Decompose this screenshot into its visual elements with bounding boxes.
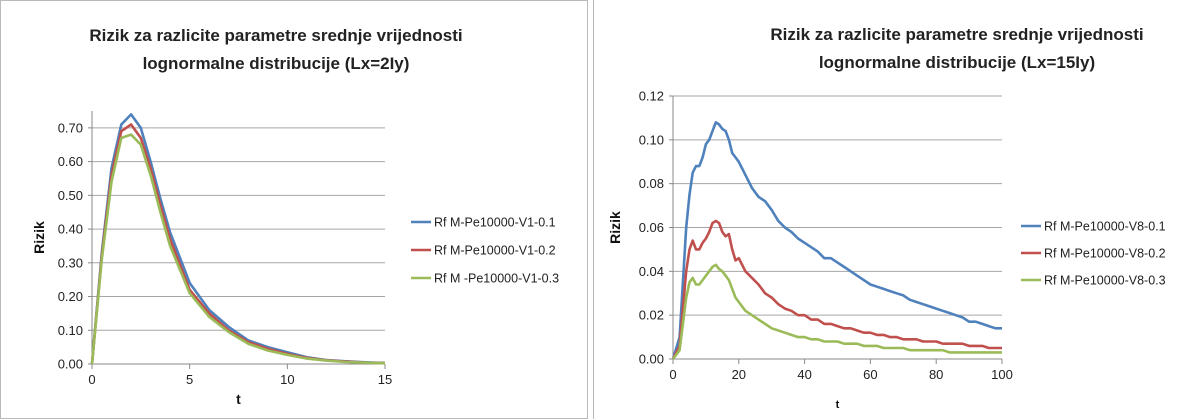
- y-tick-label: 0.20: [58, 289, 83, 304]
- x-tick-label: 100: [991, 367, 1013, 382]
- series-line-1: [671, 121, 1002, 360]
- y-tick-label: 0.08: [639, 176, 664, 191]
- series-line-3: [90, 133, 386, 365]
- legend-label: Rf M-Pe10000-V1-0.1: [434, 216, 556, 230]
- risk-chart-lx15: Rizik za razlicite parametre srednje vri…: [607, 25, 1166, 411]
- y-tick-label: 0.30: [58, 255, 83, 270]
- chart-title-line: Rizik za razlicite parametre srednje vri…: [770, 25, 1143, 44]
- series-line-2: [671, 219, 1002, 360]
- legend-label: Rf M-Pe10000-V1-0.2: [434, 244, 556, 258]
- x-axis-label: t: [236, 391, 241, 407]
- y-tick-label: 0.00: [639, 352, 664, 367]
- risk-chart-lx2: Rizik za razlicite parametre srednje vri…: [31, 26, 559, 407]
- y-tick-label: 0.12: [639, 89, 664, 104]
- y-tick-label: 0.10: [639, 132, 664, 147]
- y-tick-label: 0.02: [639, 308, 664, 323]
- y-tick-label: 0.50: [58, 188, 83, 203]
- series-line-3: [671, 263, 1002, 360]
- y-tick-label: 0.00: [58, 357, 83, 372]
- series-line-1: [90, 113, 386, 365]
- chart-panel-right: Rizik za razlicite parametre srednje vri…: [593, 0, 1186, 419]
- y-axis-label: Rizik: [31, 221, 47, 254]
- x-tick-label: 80: [929, 367, 943, 382]
- y-tick-label: 0.40: [58, 222, 83, 237]
- legend-label: Rf M-Pe10000-V8-0.3: [1044, 274, 1166, 288]
- chart-panel-left: Rizik za razlicite parametre srednje vri…: [0, 0, 588, 419]
- x-tick-label: 40: [797, 367, 811, 382]
- x-tick-label: 60: [863, 367, 877, 382]
- legend-label: Rf M-Pe10000-V8-0.2: [1044, 247, 1166, 261]
- x-tick-label: 10: [280, 372, 294, 387]
- chart-title-line: lognormalne distribucije (Lx=15Iy): [819, 53, 1095, 72]
- x-tick-label: 0: [88, 372, 95, 387]
- y-axis-label: Rizik: [607, 211, 623, 244]
- series-line-2: [90, 123, 386, 365]
- chart-title-line: Rizik za razlicite parametre srednje vri…: [89, 26, 462, 45]
- y-tick-label: 0.70: [58, 120, 83, 135]
- x-tick-label: 0: [669, 367, 676, 382]
- x-tick-label: 20: [732, 367, 746, 382]
- chart-title-line: lognormalne distribucije (Lx=2Iy): [143, 54, 410, 73]
- x-tick-label: 15: [378, 372, 392, 387]
- x-axis-label: t: [836, 399, 840, 411]
- y-tick-label: 0.60: [58, 154, 83, 169]
- y-tick-label: 0.10: [58, 323, 83, 338]
- x-tick-label: 5: [186, 372, 193, 387]
- y-tick-label: 0.04: [639, 264, 664, 279]
- legend-label: Rf M-Pe10000-V8-0.1: [1044, 220, 1166, 234]
- y-tick-label: 0.06: [639, 220, 664, 235]
- legend-label: Rf M -Pe10000-V1-0.3: [434, 272, 559, 286]
